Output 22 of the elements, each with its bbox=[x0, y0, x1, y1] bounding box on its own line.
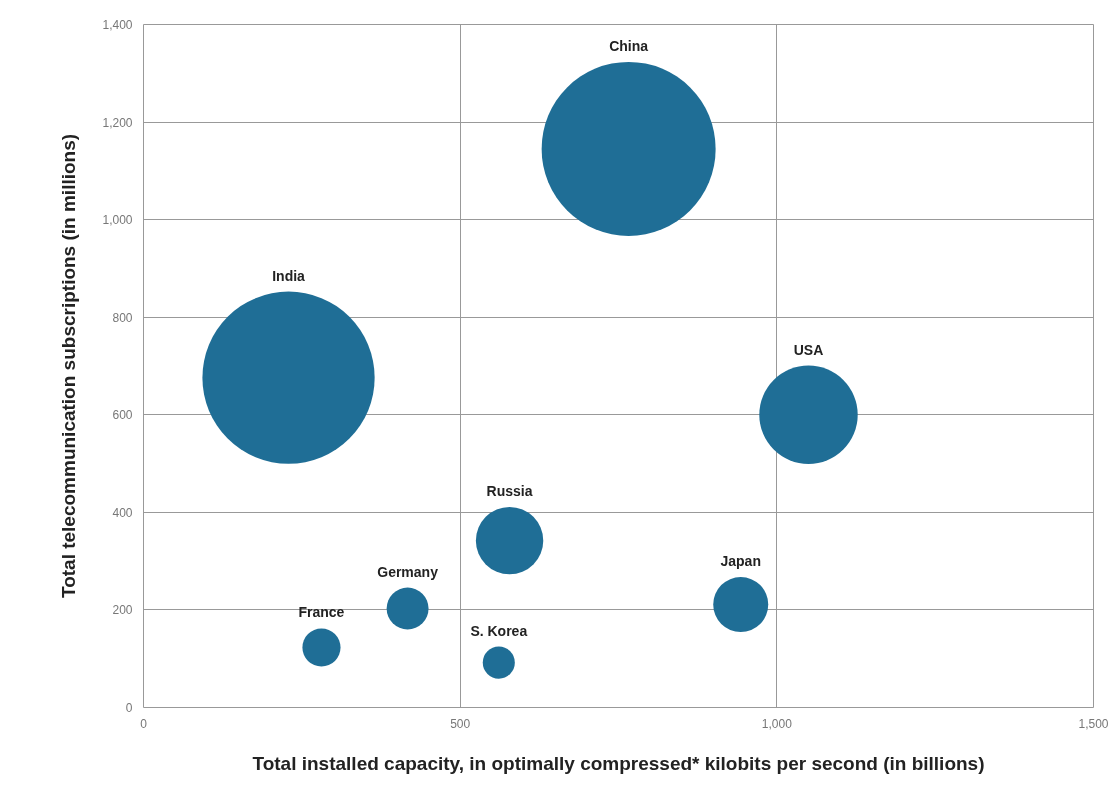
x-tick-label: 1,000 bbox=[761, 716, 793, 731]
series-label: Germany bbox=[377, 563, 439, 580]
x-axis-title: Total installed capacity, in optimally compressed* kilobits per second (in billions) bbox=[252, 752, 985, 774]
x-tick-label: 0 bbox=[140, 716, 148, 731]
y-tick-label: 800 bbox=[112, 310, 133, 325]
y-tick-label: 0 bbox=[125, 701, 133, 715]
y-tick-label: 400 bbox=[112, 505, 133, 520]
y-tick-label: 1,000 bbox=[102, 213, 133, 228]
series-label: USA bbox=[793, 341, 824, 358]
series-label: China bbox=[609, 37, 649, 54]
y-axis-title: Total telecommunication subscriptions (in millions) bbox=[58, 133, 80, 599]
series-label: Japan bbox=[720, 553, 761, 570]
series-label: S. Korea bbox=[470, 622, 528, 639]
y-tick-label: 200 bbox=[112, 603, 133, 618]
x-tick-label: 1,500 bbox=[1078, 716, 1109, 731]
series-label: Russia bbox=[486, 482, 533, 499]
y-tick-label: 600 bbox=[112, 408, 133, 423]
series-label: France bbox=[298, 604, 345, 621]
series-label: India bbox=[272, 267, 306, 284]
x-tick-label: 500 bbox=[450, 716, 471, 731]
y-tick-label: 1,400 bbox=[102, 18, 133, 32]
y-tick-label: 1,200 bbox=[102, 115, 133, 130]
